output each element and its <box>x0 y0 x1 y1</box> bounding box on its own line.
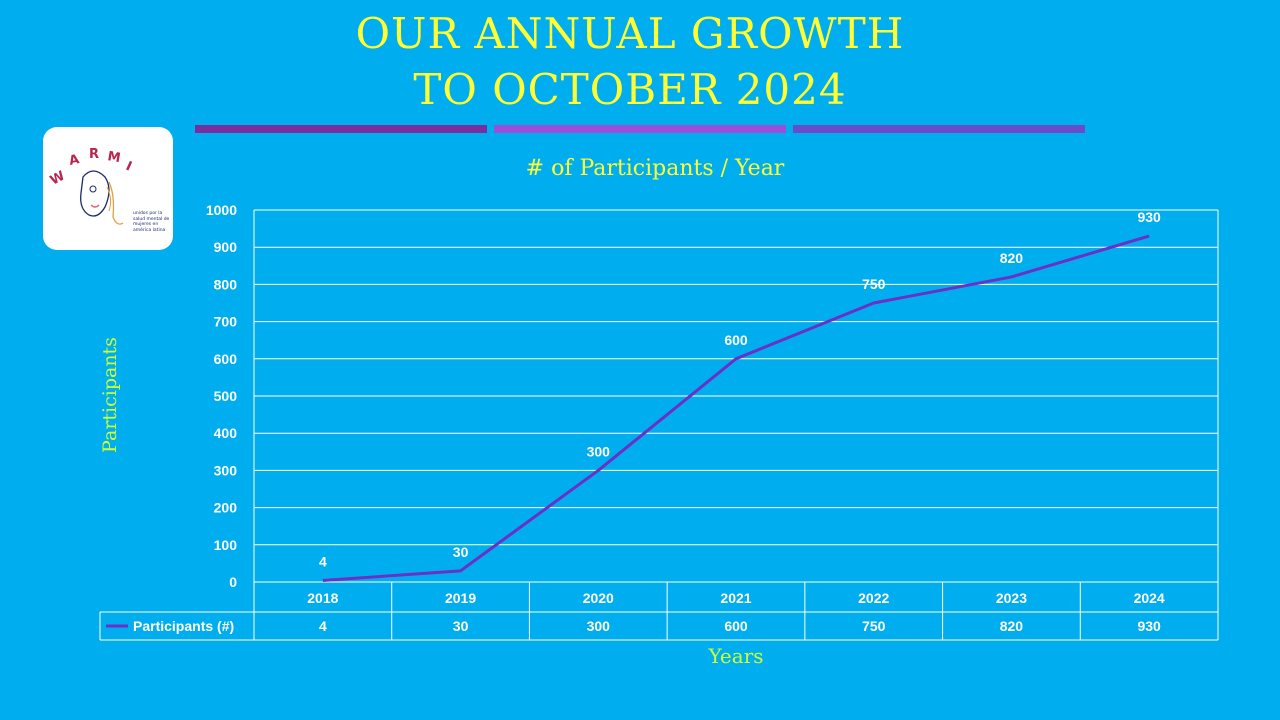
svg-text:W: W <box>48 169 68 189</box>
data-label: 750 <box>862 276 886 292</box>
divider-bar-2 <box>494 125 786 133</box>
x-tick-label: 2019 <box>445 590 476 606</box>
svg-text:M: M <box>106 149 121 166</box>
svg-text:R: R <box>89 147 99 162</box>
x-tick-label: 2023 <box>996 590 1027 606</box>
y-tick-label: 100 <box>214 537 238 553</box>
title-line-1: OUR ANNUAL GROWTH <box>355 9 905 58</box>
y-tick-label: 200 <box>214 500 238 516</box>
data-label: 4 <box>319 554 327 570</box>
legend-label: Participants (#) <box>133 618 234 634</box>
logo-subtitle: unidos por la salud mental de mujeres en… <box>133 211 170 233</box>
warmi-logo: W A R M I unidos por la salud mental de … <box>43 127 173 250</box>
table-value: 600 <box>724 618 748 634</box>
y-tick-label: 1000 <box>206 202 237 218</box>
data-label: 930 <box>1137 209 1161 225</box>
y-tick-label: 400 <box>214 425 238 441</box>
x-axis-title: Years <box>708 644 764 668</box>
y-tick-label: 300 <box>214 462 238 478</box>
y-tick-label: 500 <box>214 388 238 404</box>
x-tick-label: 2024 <box>1134 590 1165 606</box>
svg-text:A: A <box>68 152 81 169</box>
y-tick-label: 0 <box>229 574 237 590</box>
x-tick-label: 2022 <box>858 590 889 606</box>
table-value: 930 <box>1137 618 1161 634</box>
data-label: 30 <box>453 544 469 560</box>
y-tick-label: 600 <box>214 351 238 367</box>
table-value: 30 <box>453 618 469 634</box>
logo-icon: W A R M I <box>48 147 134 225</box>
table-value: 750 <box>862 618 886 634</box>
data-label: 600 <box>724 332 748 348</box>
x-tick-label: 2018 <box>307 590 338 606</box>
data-label: 300 <box>587 443 611 459</box>
table-value: 300 <box>587 618 611 634</box>
divider-bar-1 <box>195 125 487 133</box>
table-value: 820 <box>1000 618 1024 634</box>
x-tick-label: 2021 <box>720 590 751 606</box>
series-line <box>322 234 1150 583</box>
data-label: 820 <box>1000 250 1024 266</box>
y-tick-label: 900 <box>214 239 238 255</box>
divider-bar-3 <box>793 125 1085 133</box>
title-line-2: TO OCTOBER 2024 <box>413 65 847 114</box>
chart-title: # of Participants / Year <box>525 156 785 181</box>
y-tick-label: 700 <box>214 314 238 330</box>
page-title: OUR ANNUAL GROWTH TO OCTOBER 2024 <box>260 6 1000 118</box>
x-tick-label: 2020 <box>583 590 614 606</box>
y-tick-label: 800 <box>214 276 238 292</box>
svg-text:I: I <box>123 159 134 175</box>
table-value: 4 <box>319 618 327 634</box>
